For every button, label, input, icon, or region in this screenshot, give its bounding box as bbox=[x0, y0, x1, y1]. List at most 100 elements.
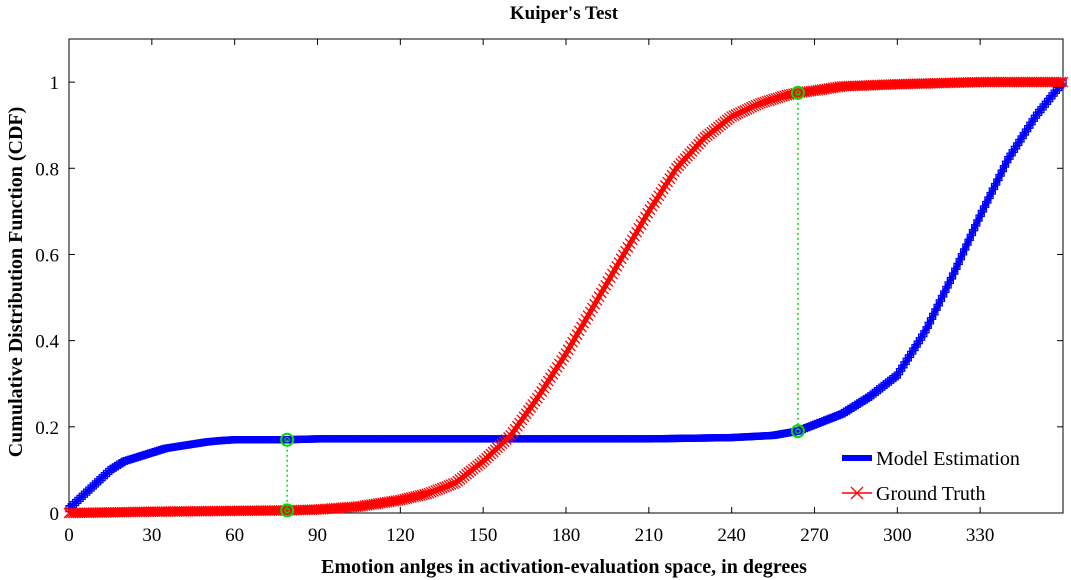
data-point bbox=[357, 500, 369, 512]
gap-endpoint-circle bbox=[790, 85, 805, 100]
data-point bbox=[937, 294, 946, 303]
data-point bbox=[993, 178, 1001, 186]
x-tick-label: 270 bbox=[800, 525, 829, 546]
data-point bbox=[91, 480, 100, 488]
data-point bbox=[536, 386, 548, 397]
data-point bbox=[964, 238, 972, 246]
data-point bbox=[359, 500, 371, 512]
data-point bbox=[966, 233, 974, 242]
data-point bbox=[924, 321, 932, 329]
data-point bbox=[412, 490, 424, 502]
gap-endpoint-dot bbox=[284, 436, 290, 443]
data-point bbox=[810, 85, 822, 96]
data-point bbox=[779, 90, 791, 102]
data-point bbox=[668, 166, 680, 178]
data-point bbox=[416, 489, 428, 501]
data-point bbox=[953, 262, 961, 270]
data-point bbox=[825, 82, 837, 94]
data-point bbox=[1053, 76, 1065, 88]
data-point bbox=[655, 186, 667, 198]
x-tick-label: 210 bbox=[635, 525, 664, 546]
data-point bbox=[814, 84, 826, 96]
data-point bbox=[372, 498, 384, 509]
data-point bbox=[970, 224, 979, 232]
series-markers-1 bbox=[63, 76, 1069, 519]
data-point bbox=[977, 209, 985, 218]
y-tick-label: 0.4 bbox=[35, 332, 59, 353]
x-tick-label: 120 bbox=[386, 525, 415, 546]
data-point bbox=[542, 375, 554, 387]
data-point bbox=[986, 191, 994, 200]
data-point bbox=[397, 494, 409, 506]
data-point bbox=[821, 83, 833, 95]
data-point bbox=[386, 495, 397, 507]
data-point bbox=[830, 81, 841, 93]
data-point bbox=[361, 499, 373, 511]
chart-title: Kuiper's Test bbox=[510, 3, 619, 24]
data-point bbox=[962, 243, 970, 251]
data-point bbox=[355, 500, 367, 512]
data-point bbox=[419, 488, 431, 500]
data-point bbox=[929, 312, 937, 320]
gap-endpoint-circle bbox=[280, 432, 295, 447]
data-point bbox=[948, 272, 957, 280]
data-point bbox=[666, 169, 678, 181]
data-point bbox=[558, 351, 570, 363]
data-point bbox=[85, 486, 93, 494]
data-point bbox=[664, 173, 676, 185]
data-point bbox=[89, 482, 97, 490]
data-point bbox=[644, 204, 656, 216]
data-point bbox=[933, 303, 941, 312]
data-point bbox=[651, 193, 663, 205]
gap-endpoint-circle bbox=[280, 503, 295, 518]
data-point bbox=[352, 501, 364, 513]
data-point bbox=[827, 82, 839, 94]
plot-area: 0 30 60 90 120 150 180 210 240 270 300 330 0 0.2 0.4 0.… bbox=[35, 38, 1069, 546]
data-point bbox=[1055, 76, 1067, 88]
x-tick-label: 30 bbox=[142, 525, 161, 546]
data-point bbox=[955, 257, 963, 266]
data-point bbox=[549, 365, 561, 377]
data-point bbox=[87, 484, 95, 492]
data-point bbox=[979, 205, 988, 213]
data-point bbox=[995, 173, 1003, 182]
data-point bbox=[935, 299, 943, 307]
data-point bbox=[657, 183, 669, 195]
data-point bbox=[551, 361, 563, 373]
legend-marker-1 bbox=[850, 486, 864, 500]
data-point bbox=[392, 494, 404, 506]
data-point bbox=[390, 495, 402, 507]
data-point bbox=[414, 489, 426, 501]
data-point bbox=[80, 490, 89, 498]
data-point bbox=[366, 499, 378, 511]
x-tick-label: 240 bbox=[717, 525, 746, 546]
data-point bbox=[71, 498, 80, 507]
data-point bbox=[538, 382, 550, 394]
data-point bbox=[553, 358, 565, 370]
data-point bbox=[942, 285, 950, 294]
legend-label-1: Ground Truth bbox=[876, 483, 985, 505]
gap-endpoint-dot bbox=[795, 428, 801, 434]
data-point bbox=[957, 253, 966, 261]
data-point bbox=[968, 228, 977, 237]
data-point bbox=[531, 392, 543, 404]
data-point bbox=[379, 497, 391, 508]
data-point bbox=[659, 180, 671, 191]
y-tick-label: 0 bbox=[50, 504, 60, 525]
x-tick-label: 330 bbox=[966, 525, 995, 546]
data-point bbox=[78, 492, 86, 500]
data-point bbox=[946, 276, 954, 285]
gap-endpoint-circle bbox=[790, 424, 805, 439]
data-point bbox=[408, 491, 420, 503]
data-point bbox=[83, 488, 91, 496]
y-tick-label: 1 bbox=[50, 73, 60, 94]
data-point bbox=[959, 248, 968, 256]
data-point bbox=[102, 469, 111, 478]
data-point bbox=[816, 84, 828, 95]
gap-endpoint-dot bbox=[284, 507, 290, 514]
legend: Model Estimation Ground Truth bbox=[842, 448, 1020, 505]
data-point bbox=[388, 495, 400, 507]
data-point bbox=[944, 281, 952, 289]
data-point bbox=[646, 200, 658, 212]
